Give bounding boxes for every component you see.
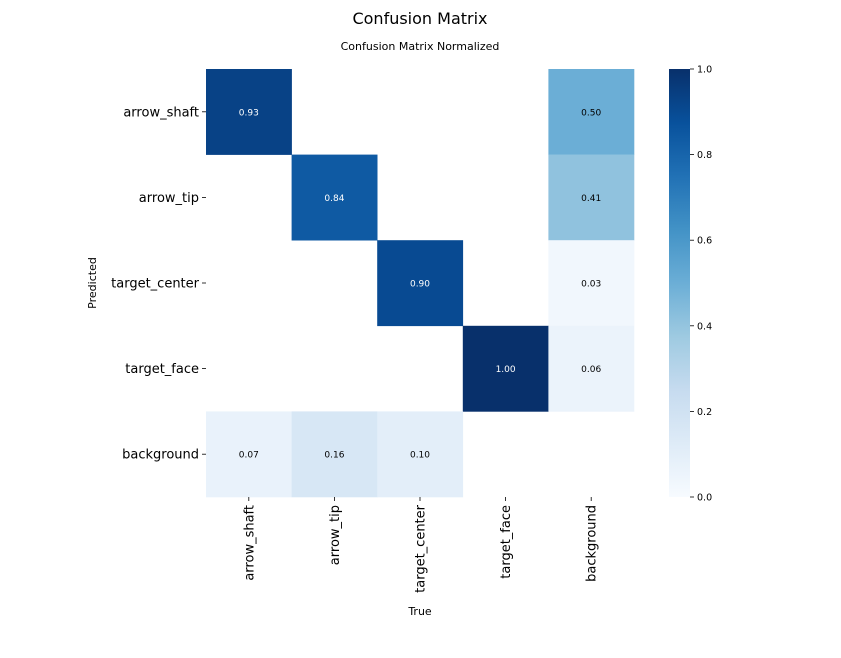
cell-value-label: 0.07 bbox=[239, 451, 259, 461]
heatmap-cell bbox=[291, 411, 378, 498]
y-tick-label: arrow_tip bbox=[139, 191, 199, 206]
colorbar-tick-label: 0.8 bbox=[697, 150, 712, 161]
cell-value-label: 0.41 bbox=[581, 194, 601, 204]
cell-value-label: 0.84 bbox=[324, 194, 344, 204]
cell-value-label: 0.16 bbox=[324, 451, 344, 461]
heatmap-cell bbox=[291, 154, 378, 241]
heatmap-cell bbox=[462, 325, 549, 412]
x-tick-label: target_center bbox=[414, 504, 429, 593]
heatmap-cell bbox=[548, 325, 635, 412]
colorbar-ticks: 0.0 0.2 0.4 0.6 0.8 1.0 bbox=[690, 65, 712, 504]
y-tick-label: background bbox=[122, 448, 199, 463]
colorbar-tick-label: 1.0 bbox=[697, 65, 712, 76]
colorbar bbox=[669, 69, 690, 497]
x-axis-label: True bbox=[407, 605, 432, 618]
y-tick-label: target_face bbox=[125, 362, 199, 377]
y-axis-label: Predicted bbox=[86, 257, 99, 309]
cell-value-label: 0.10 bbox=[410, 451, 430, 461]
cell-value-label: 0.90 bbox=[410, 280, 430, 290]
cell-value-label: 0.03 bbox=[581, 280, 601, 290]
x-tick-label: arrow_tip bbox=[328, 505, 343, 565]
chart-title: Confusion Matrix bbox=[352, 9, 487, 28]
cell-value-label: 0.93 bbox=[239, 108, 259, 118]
heatmap-cell bbox=[548, 240, 635, 327]
cell-value-label: 0.06 bbox=[581, 365, 601, 375]
x-tick-label: arrow_shaft bbox=[242, 505, 257, 581]
heatmap-cell bbox=[377, 411, 464, 498]
y-tick-label: target_center bbox=[111, 277, 200, 292]
cell-value-label: 0.50 bbox=[581, 108, 601, 118]
y-tick-label: arrow_shaft bbox=[123, 105, 199, 120]
x-tick-label: target_face bbox=[499, 505, 514, 579]
y-axis-ticks: arrow_shaft arrow_tip target_center target_… bbox=[111, 105, 206, 463]
cell-value-label: 1.00 bbox=[496, 365, 516, 375]
heatmap-cell bbox=[548, 69, 635, 155]
colorbar-tick-label: 0.2 bbox=[697, 407, 712, 418]
heatmap-cell bbox=[548, 154, 635, 241]
x-tick-label: background bbox=[585, 505, 600, 582]
heatmap-cell bbox=[206, 69, 292, 155]
colorbar-tick-label: 0.6 bbox=[697, 236, 712, 247]
heatmap-cells: 0.93 0.50 0.84 0.41 0.90 0.03 1.00 0.06 0.07 0.16… bbox=[206, 69, 635, 498]
x-axis-ticks: arrow_shaft arrow_tip target_center target_… bbox=[242, 497, 600, 593]
chart-subtitle: Confusion Matrix Normalized bbox=[341, 40, 500, 53]
heatmap-cell bbox=[377, 240, 464, 327]
heatmap-cell bbox=[206, 411, 292, 498]
colorbar-tick-label: 0.0 bbox=[697, 493, 712, 504]
colorbar-tick-label: 0.4 bbox=[697, 321, 712, 332]
